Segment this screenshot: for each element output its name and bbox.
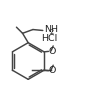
Text: NH: NH <box>44 25 58 34</box>
Text: O: O <box>49 66 56 75</box>
Text: O: O <box>49 47 56 56</box>
Text: HCl: HCl <box>42 34 58 43</box>
Text: 2: 2 <box>50 29 54 35</box>
